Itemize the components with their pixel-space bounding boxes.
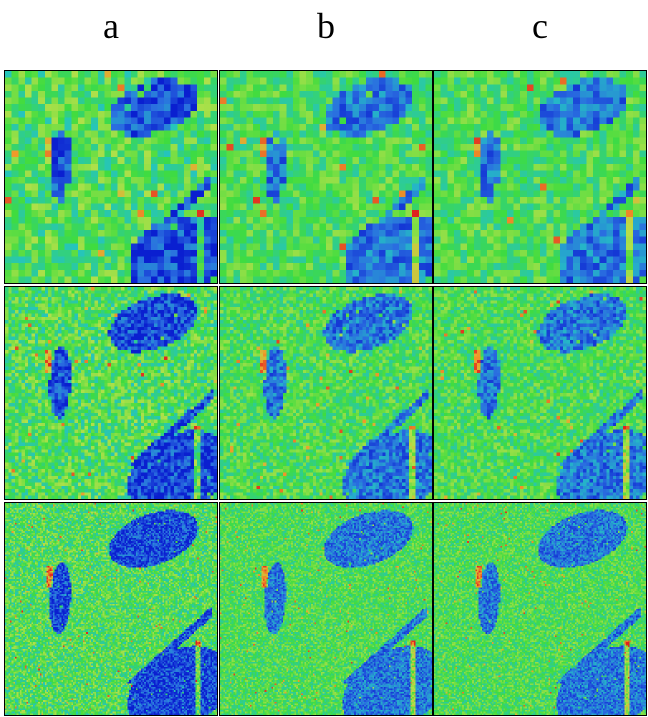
heatmap-image (220, 287, 432, 499)
heatmap-image (220, 503, 432, 715)
panel-b-row1 (219, 70, 433, 284)
panel-a-row1 (4, 70, 218, 284)
panel-c-row2 (433, 286, 647, 500)
heatmap-image (434, 503, 646, 715)
panel-a-row2 (4, 286, 218, 500)
heatmap-image (220, 71, 432, 283)
panel-b-row2 (219, 286, 433, 500)
heatmap-image (434, 71, 646, 283)
column-label-c: c (433, 6, 647, 46)
panel-a-row3 (4, 502, 218, 716)
heatmap-image (5, 287, 217, 499)
panel-c-row3 (433, 502, 647, 716)
heatmap-image (5, 71, 217, 283)
column-label-a: a (4, 6, 218, 46)
column-label-b: b (219, 6, 433, 46)
panel-c-row1 (433, 70, 647, 284)
heatmap-image (434, 287, 646, 499)
heatmap-image (5, 503, 217, 715)
panel-b-row3 (219, 502, 433, 716)
